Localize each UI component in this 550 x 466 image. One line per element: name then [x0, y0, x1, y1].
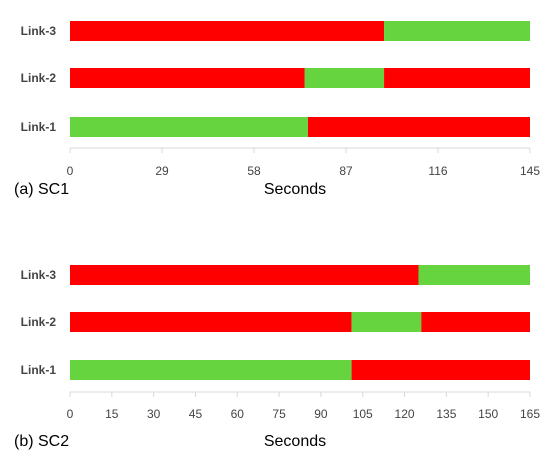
x-tick-label: 87 — [339, 164, 353, 178]
x-tick-label: 45 — [189, 407, 203, 421]
bar-segment-link-2-2 — [384, 68, 530, 88]
x-tick-label: 0 — [67, 407, 74, 421]
x-axis-title: Seconds — [264, 433, 326, 450]
bar-segment-link-3-1 — [418, 265, 530, 285]
category-label: Link-3 — [21, 268, 57, 282]
x-tick-label: 145 — [520, 164, 540, 178]
category-label: Link-2 — [21, 315, 57, 329]
x-tick-label: 75 — [272, 407, 286, 421]
category-label: Link-1 — [21, 363, 57, 377]
x-tick-label: 105 — [353, 407, 373, 421]
bar-segment-link-2-0 — [70, 68, 305, 88]
x-tick-label: 58 — [247, 164, 261, 178]
category-label: Link-1 — [21, 120, 57, 134]
x-tick-label: 165 — [520, 407, 540, 421]
x-tick-label: 30 — [147, 407, 161, 421]
chart-panel-sc2: Link-3 Link-2 Link-1 0 15 30 45 60 75 90 105 120 135… — [14, 265, 540, 450]
panel-label: (b) SC2 — [14, 433, 69, 450]
bar-segment-link-3-0 — [70, 21, 385, 41]
bar-segment-link-1-1 — [307, 117, 530, 137]
bar-segment-link-2-1 — [304, 68, 385, 88]
category-label: Link-3 — [21, 24, 57, 38]
x-tick-label: 135 — [436, 407, 456, 421]
chart-panel-sc1: Link-3 Link-2 Link-1 0 29 58 87 116 145 (a) SC1 Se… — [14, 21, 540, 198]
x-axis-title: Seconds — [264, 181, 326, 198]
bar-segment-link-2-0 — [70, 312, 352, 332]
bar-segment-link-2-1 — [351, 312, 422, 332]
category-label: Link-2 — [21, 71, 57, 85]
x-tick-label: 15 — [105, 407, 119, 421]
x-tick-label: 29 — [155, 164, 169, 178]
bar-segment-link-3-0 — [70, 265, 419, 285]
bar-segment-link-1-0 — [70, 117, 308, 137]
panel-label: (a) SC1 — [14, 181, 69, 198]
x-tick-label: 60 — [231, 407, 245, 421]
bar-segment-link-3-1 — [384, 21, 530, 41]
bar-segment-link-1-0 — [70, 360, 352, 380]
bar-segment-link-1-1 — [351, 360, 530, 380]
x-tick-label: 90 — [314, 407, 328, 421]
x-tick-label: 150 — [478, 407, 498, 421]
x-tick-label: 120 — [395, 407, 415, 421]
bar-segment-link-2-2 — [421, 312, 530, 332]
x-tick-label: 116 — [428, 164, 447, 178]
x-tick-label: 0 — [67, 164, 74, 178]
